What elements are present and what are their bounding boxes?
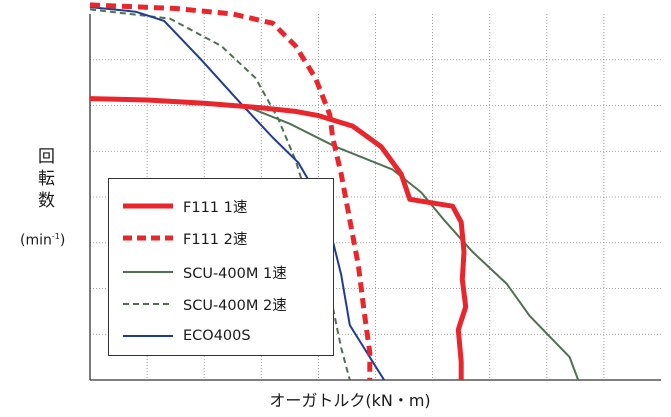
legend-item-eco400s: ECO400S [123,321,251,351]
legend-item-scu-1: SCU-400M 1速 [123,257,287,287]
legend-item-scu-2: SCU-400M 2速 [123,289,287,319]
y-axis-label-char-2: 転 [38,169,55,189]
legend-label-scu-2: SCU-400M 2速 [183,297,287,314]
y-axis-unit: (min-1) [20,232,66,249]
legend: F111 1速 F111 2速 SCU-400M 1速 SCU-400M 2速 … [108,178,334,356]
legend-label-eco400s: ECO400S [183,328,251,344]
axes [89,14,661,381]
y-axis-label-char-3: 数 [38,191,55,211]
legend-swatch-f111-2 [123,235,173,241]
legend-swatch-eco400s [123,335,173,337]
legend-label-f111-2: F111 2速 [183,231,248,248]
series-line-scu-400m-2 [89,8,351,381]
series-lines [89,2,580,381]
x-axis-label: オーガトルク(kN・m) [269,391,431,410]
legend-swatch-scu-1 [123,271,173,273]
y-axis-label-char-1: 回 [38,147,55,167]
legend-label-scu-1: SCU-400M 1速 [183,265,287,282]
legend-item-f111-2: F111 2速 [123,223,247,253]
legend-swatch-scu-2 [123,303,173,305]
legend-label-f111-1: F111 1速 [183,199,248,216]
legend-swatch-f111-1 [123,203,173,209]
series-line-f111-1 [89,96,469,380]
legend-item-f111-1: F111 1速 [123,191,247,221]
series-line-f111-2 [89,2,373,380]
